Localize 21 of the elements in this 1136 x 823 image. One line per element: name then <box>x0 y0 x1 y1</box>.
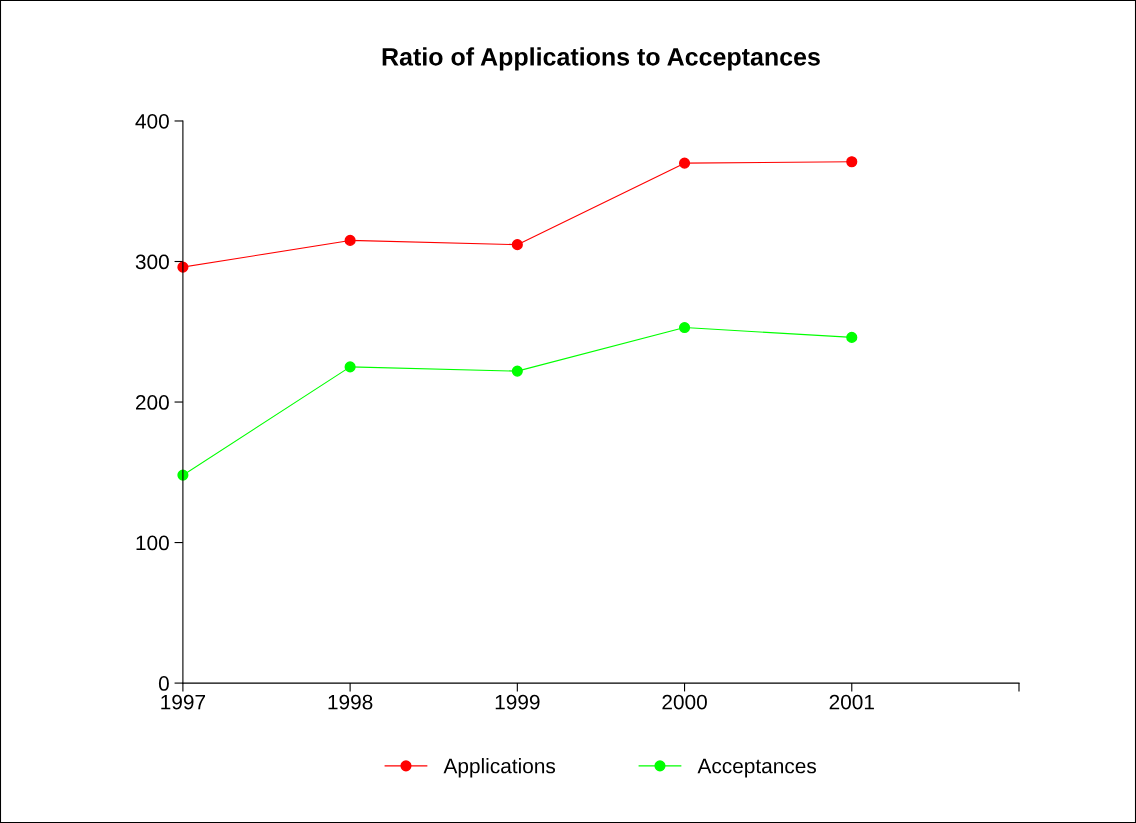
point <box>846 331 858 343</box>
y-tick-label: 200 <box>135 395 169 410</box>
point <box>511 365 523 377</box>
x-tick-label: 2000 <box>662 694 707 710</box>
point <box>511 239 523 251</box>
y-tick-label: 0 <box>158 676 169 691</box>
y-tick-label: 400 <box>135 113 169 129</box>
y-tick-label: 300 <box>135 254 169 270</box>
y-tick-label: 100 <box>136 535 169 551</box>
point <box>846 156 858 168</box>
legend-label: Acceptances <box>697 758 816 778</box>
point <box>344 361 356 373</box>
point <box>678 321 691 334</box>
point <box>678 157 691 169</box>
chart-title: Ratio of Applications to Acceptances <box>382 47 820 71</box>
x-tick-label: 2001 <box>829 694 874 710</box>
x-tick-label: 1998 <box>328 694 373 710</box>
legend-label: Applications <box>443 758 556 778</box>
x-tick-label: 1997 <box>161 694 206 710</box>
point <box>344 234 356 246</box>
x-tick-label: 1999 <box>495 694 540 710</box>
